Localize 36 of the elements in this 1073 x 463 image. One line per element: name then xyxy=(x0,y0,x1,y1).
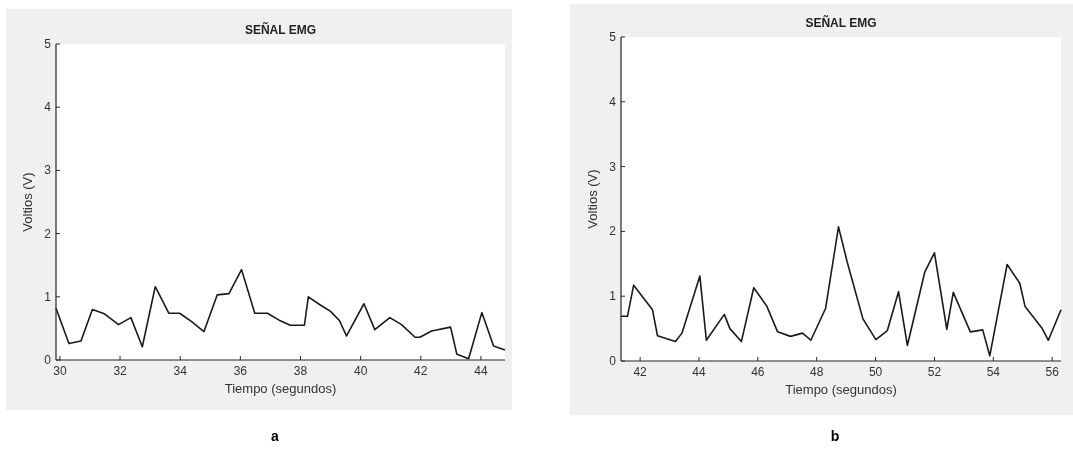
x-tick-label: 30 xyxy=(53,364,67,378)
y-tick-label: 0 xyxy=(44,353,52,367)
text: b xyxy=(830,428,840,444)
x-tick-label: 40 xyxy=(353,364,368,378)
y-tick-label: 5 xyxy=(609,30,617,44)
y-axis-title: Voltios (V) xyxy=(20,172,35,232)
y-axis-title: Voltios (V) xyxy=(585,169,600,229)
x-tick-label: 42 xyxy=(414,364,428,378)
y-tick-label: 2 xyxy=(609,224,617,239)
x-tick-label: 54 xyxy=(986,365,1001,379)
y-tick-label: 5 xyxy=(44,37,52,51)
x-tick-label: 42 xyxy=(633,365,648,379)
x-tick-label: 34 xyxy=(173,364,188,378)
x-axis-title: Tiempo (segundos) xyxy=(224,381,337,396)
chart-title: SEÑAL EMG xyxy=(805,15,877,30)
y-tick-label: 3 xyxy=(609,159,617,174)
x-tick-label: 44 xyxy=(474,364,488,378)
x-tick-label: 56 xyxy=(1045,365,1060,379)
y-tick-label: 2 xyxy=(44,226,52,241)
x-tick-label: 50 xyxy=(868,365,883,379)
y-tick-label: 0 xyxy=(609,354,617,368)
y-tick-label: 3 xyxy=(44,163,52,178)
x-tick-label: 52 xyxy=(927,365,942,379)
x-tick-label: 48 xyxy=(810,365,824,379)
chart-title: SEÑAL EMG xyxy=(244,22,317,37)
x-tick-label: 44 xyxy=(692,365,706,379)
y-tick-label: 1 xyxy=(609,289,617,304)
x-tick-label: 38 xyxy=(293,364,308,378)
y-tick-label: 1 xyxy=(44,289,52,304)
x-axis-title: Tiempo (segundos) xyxy=(785,382,897,397)
text: a xyxy=(271,428,280,444)
x-tick-label: 46 xyxy=(751,365,765,379)
x-tick-label: 36 xyxy=(233,364,248,378)
x-tick-label: 32 xyxy=(113,364,128,378)
y-tick-label: 4 xyxy=(609,94,617,109)
y-tick-label: 4 xyxy=(44,100,52,115)
